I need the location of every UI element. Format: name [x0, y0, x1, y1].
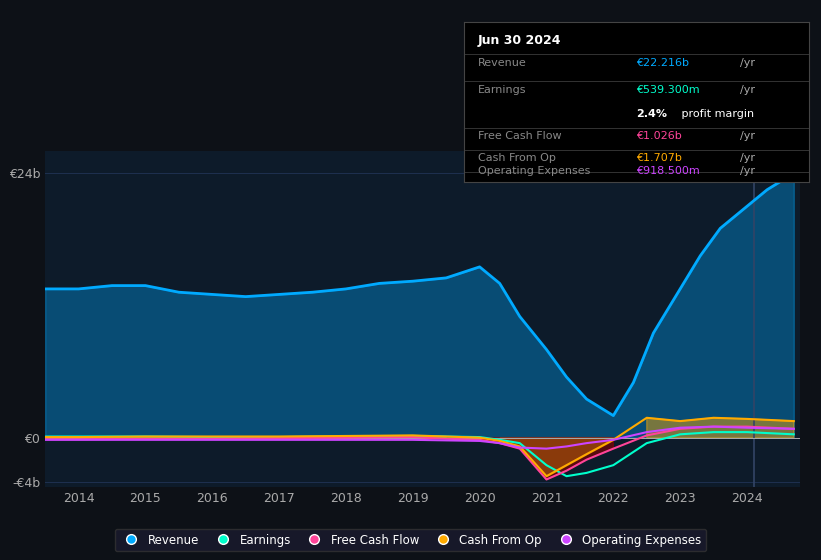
Text: Revenue: Revenue: [478, 58, 526, 68]
Text: Operating Expenses: Operating Expenses: [478, 166, 590, 176]
Text: €539.300m: €539.300m: [636, 85, 699, 95]
Text: €1.026b: €1.026b: [636, 131, 682, 141]
Text: /yr: /yr: [740, 85, 754, 95]
Text: Cash From Op: Cash From Op: [478, 153, 556, 164]
Text: €1.707b: €1.707b: [636, 153, 682, 164]
Text: profit margin: profit margin: [677, 109, 754, 119]
Text: 2.4%: 2.4%: [636, 109, 667, 119]
Text: /yr: /yr: [740, 131, 754, 141]
Text: Jun 30 2024: Jun 30 2024: [478, 34, 562, 46]
Legend: Revenue, Earnings, Free Cash Flow, Cash From Op, Operating Expenses: Revenue, Earnings, Free Cash Flow, Cash …: [115, 529, 706, 551]
Text: /yr: /yr: [740, 153, 754, 164]
Text: Free Cash Flow: Free Cash Flow: [478, 131, 562, 141]
Text: €918.500m: €918.500m: [636, 166, 700, 176]
Text: /yr: /yr: [740, 166, 754, 176]
Text: /yr: /yr: [740, 58, 754, 68]
Text: €22.216b: €22.216b: [636, 58, 690, 68]
Text: Earnings: Earnings: [478, 85, 526, 95]
